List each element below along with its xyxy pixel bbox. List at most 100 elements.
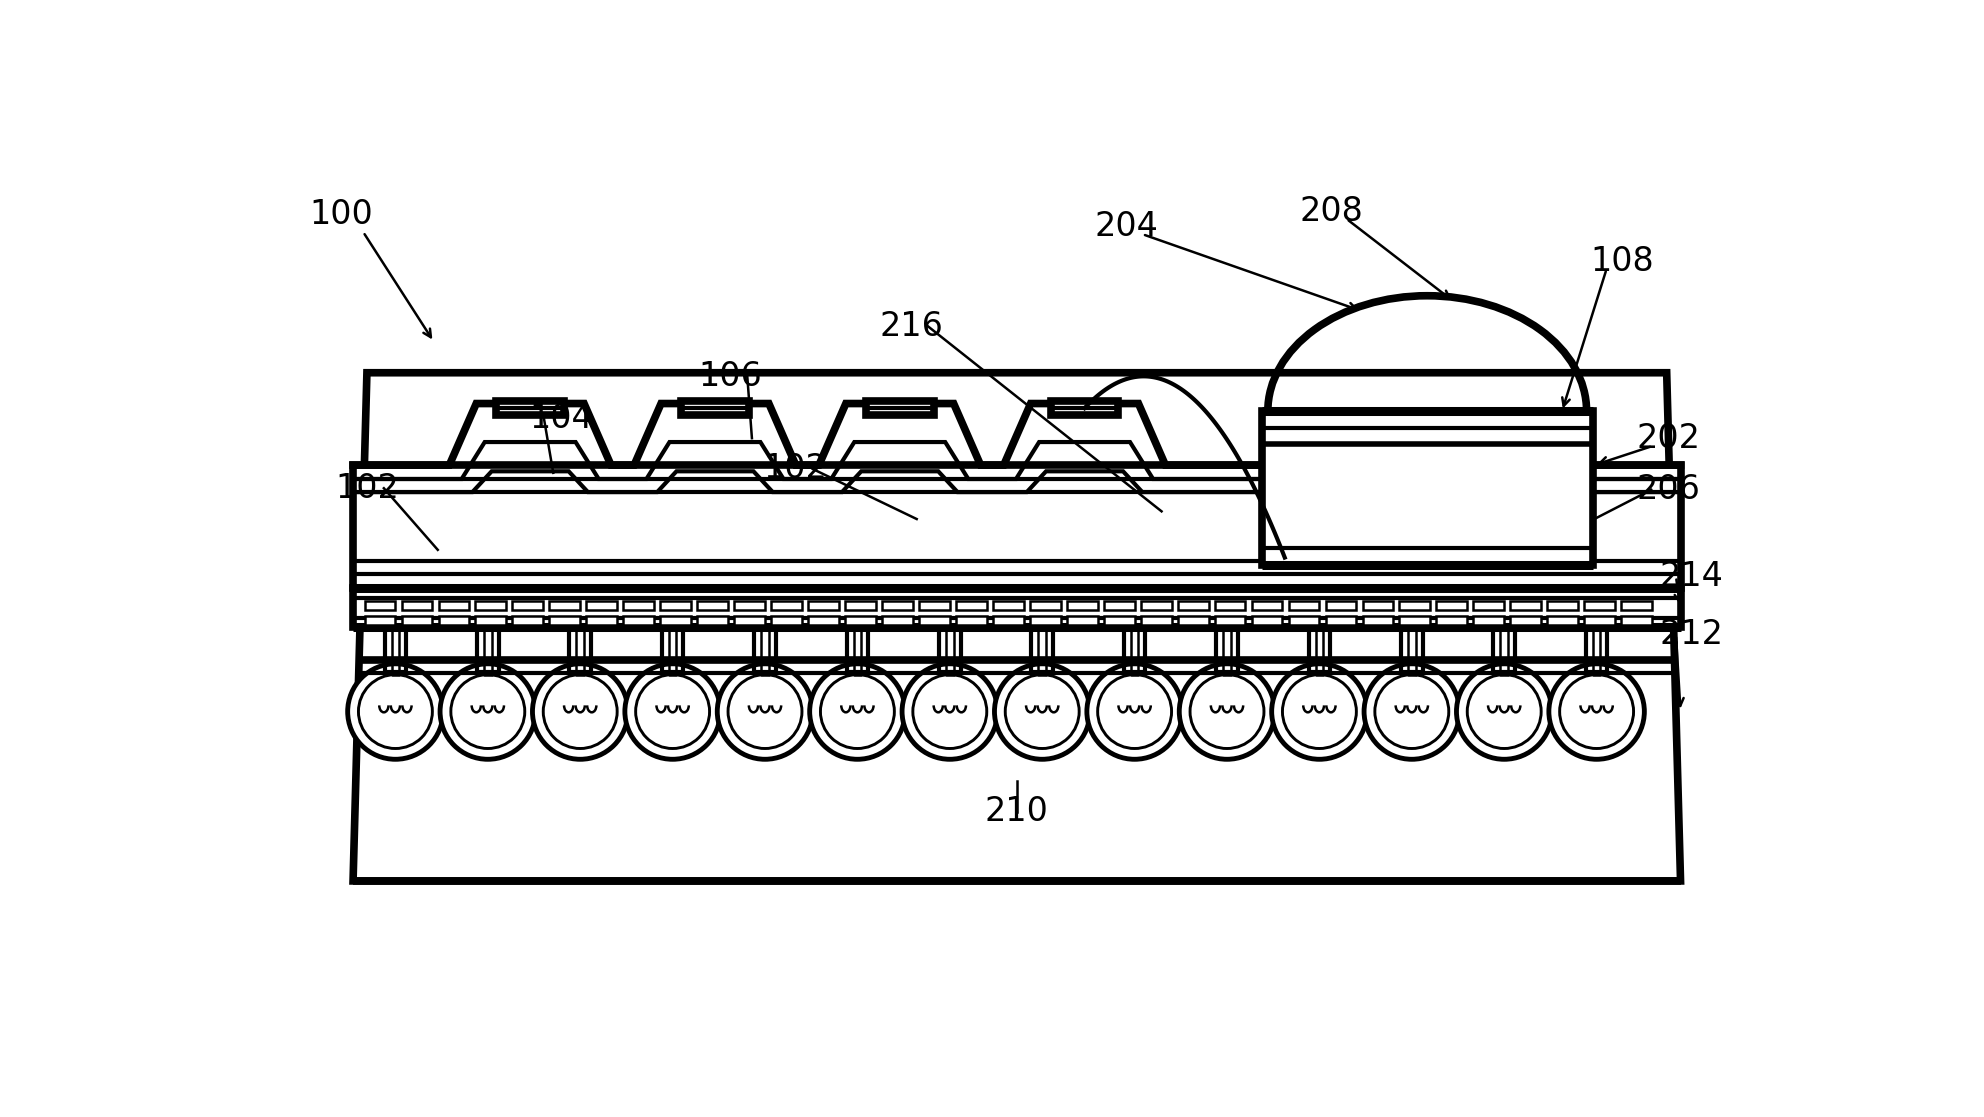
Polygon shape [1548, 601, 1577, 610]
Polygon shape [807, 617, 839, 626]
Polygon shape [1621, 601, 1653, 610]
Polygon shape [1067, 601, 1097, 610]
Polygon shape [1363, 617, 1393, 626]
Polygon shape [353, 465, 1680, 589]
Text: 212: 212 [1659, 618, 1724, 651]
Text: 206: 206 [1637, 474, 1700, 506]
Polygon shape [587, 601, 617, 610]
Polygon shape [512, 601, 544, 610]
Polygon shape [1474, 601, 1504, 610]
Polygon shape [992, 601, 1024, 610]
Polygon shape [919, 601, 950, 610]
Polygon shape [1290, 601, 1319, 610]
Polygon shape [1067, 617, 1097, 626]
Polygon shape [1030, 617, 1061, 626]
Polygon shape [1510, 601, 1542, 610]
Polygon shape [365, 601, 395, 610]
Polygon shape [883, 601, 913, 610]
Circle shape [1097, 675, 1173, 748]
Polygon shape [438, 601, 470, 610]
Polygon shape [1325, 601, 1357, 610]
Text: 216: 216 [879, 311, 942, 343]
Polygon shape [681, 401, 748, 416]
Polygon shape [734, 617, 766, 626]
Polygon shape [1052, 401, 1119, 416]
Circle shape [359, 675, 433, 748]
Polygon shape [1141, 601, 1173, 610]
Circle shape [1365, 663, 1460, 760]
Polygon shape [353, 589, 1680, 627]
Polygon shape [438, 617, 470, 626]
Polygon shape [956, 601, 986, 610]
Polygon shape [661, 601, 690, 610]
Polygon shape [1436, 617, 1468, 626]
Polygon shape [661, 617, 690, 626]
Circle shape [532, 663, 629, 760]
Polygon shape [807, 601, 839, 610]
Polygon shape [1399, 617, 1430, 626]
Polygon shape [496, 401, 563, 416]
Circle shape [913, 675, 986, 748]
Circle shape [1550, 663, 1645, 760]
Circle shape [1087, 663, 1182, 760]
Polygon shape [956, 617, 986, 626]
Polygon shape [587, 617, 617, 626]
Polygon shape [1436, 601, 1468, 610]
Circle shape [1190, 675, 1264, 748]
Circle shape [1559, 675, 1633, 748]
Text: 214: 214 [1659, 561, 1724, 593]
Polygon shape [992, 617, 1024, 626]
Polygon shape [1325, 617, 1357, 626]
Polygon shape [1399, 601, 1430, 610]
Circle shape [635, 675, 710, 748]
Polygon shape [365, 617, 395, 626]
Polygon shape [1103, 601, 1135, 610]
Polygon shape [845, 617, 875, 626]
Polygon shape [401, 617, 433, 626]
Circle shape [1272, 663, 1367, 760]
Polygon shape [1621, 617, 1653, 626]
Circle shape [728, 675, 802, 748]
Text: 104: 104 [530, 402, 593, 436]
Polygon shape [1363, 601, 1393, 610]
Circle shape [809, 663, 905, 760]
Polygon shape [623, 601, 655, 610]
Polygon shape [1141, 617, 1173, 626]
Circle shape [1178, 663, 1276, 760]
Polygon shape [772, 617, 802, 626]
Polygon shape [1585, 601, 1615, 610]
Circle shape [1468, 675, 1542, 748]
Circle shape [347, 663, 442, 760]
Text: 210: 210 [984, 795, 1050, 828]
Circle shape [450, 675, 526, 748]
Polygon shape [1030, 601, 1061, 610]
Polygon shape [845, 601, 875, 610]
Polygon shape [401, 601, 433, 610]
Polygon shape [1252, 601, 1282, 610]
Polygon shape [696, 617, 728, 626]
Polygon shape [883, 617, 913, 626]
Circle shape [821, 675, 895, 748]
Polygon shape [512, 617, 544, 626]
Text: 102: 102 [764, 452, 827, 486]
Polygon shape [1252, 617, 1282, 626]
Polygon shape [1290, 617, 1319, 626]
Polygon shape [550, 601, 579, 610]
Polygon shape [353, 373, 1680, 881]
Polygon shape [623, 617, 655, 626]
Polygon shape [1178, 601, 1208, 610]
Circle shape [544, 675, 617, 748]
Circle shape [1456, 663, 1551, 760]
Text: 108: 108 [1591, 245, 1655, 278]
Text: 204: 204 [1095, 210, 1159, 242]
Polygon shape [772, 601, 802, 610]
Polygon shape [1178, 617, 1208, 626]
Polygon shape [1262, 411, 1593, 565]
Polygon shape [550, 617, 579, 626]
Circle shape [903, 663, 998, 760]
Polygon shape [696, 601, 728, 610]
Circle shape [1006, 675, 1079, 748]
Circle shape [718, 663, 813, 760]
Circle shape [1375, 675, 1448, 748]
Circle shape [440, 663, 536, 760]
